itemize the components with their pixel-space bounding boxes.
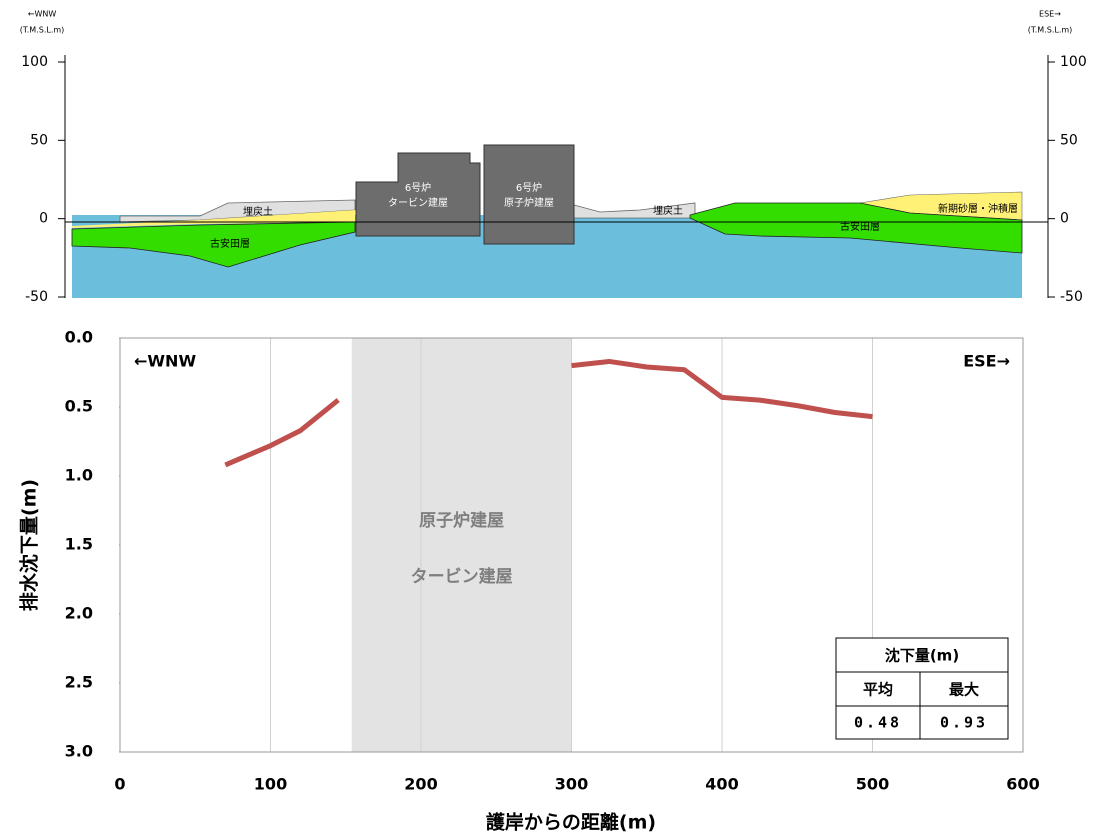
x-tick-label: 0 [114, 775, 125, 794]
line [224, 358, 873, 468]
y-axis-title: 排水沈下量(m) [18, 479, 41, 611]
x-tick-label: 500 [856, 775, 889, 794]
table-header: 平均 [863, 681, 893, 699]
y-tick-label: 2.5 [65, 673, 93, 692]
building-label: 6号炉 [516, 182, 542, 194]
y-tick-label: 0 [39, 211, 48, 227]
y-tick-label: 100 [21, 54, 48, 70]
table-frame [835, 637, 1009, 740]
reactor-building [483, 144, 575, 245]
y-tick-label: 100 [1060, 54, 1087, 70]
layer-label: 埋戻土 [653, 204, 683, 217]
table-cell: 0.48 [854, 714, 902, 732]
x-tick-label: 600 [1006, 775, 1039, 794]
sand-layer [72, 210, 355, 228]
x-tick-label: 200 [404, 775, 437, 794]
y-tick-label: 1.0 [65, 466, 93, 485]
y-tick-label: 0 [1060, 211, 1069, 227]
y-tick-label: 1.5 [65, 535, 93, 554]
region-label: 原子炉建屋 [419, 510, 504, 531]
unit-label: (T.M.S.L.m) [20, 26, 65, 35]
y-tick-label: 50 [30, 132, 48, 148]
y-tick-label: 2.0 [65, 604, 93, 623]
table-title: 沈下量(m) [885, 647, 959, 665]
unit-label: (T.M.S.L.m) [1028, 26, 1073, 35]
y-tick-label: 0.5 [65, 397, 93, 416]
y-tick-label: 50 [1060, 132, 1078, 148]
direction-label: ←WNW [134, 352, 196, 371]
layer-label: 埋戻土 [243, 205, 273, 218]
cross-section: 埋戻土 古安田層 6号炉 タービン建屋 6号炉 原子炉建屋 埋戻土 古安田層 新… [20, 10, 1073, 298]
layer-label: 古安田層 [840, 220, 880, 233]
direction-label: ←WNW [28, 10, 57, 19]
shaded-region [351, 338, 572, 752]
koyasuda-layer [71, 221, 356, 268]
region-label: タービン建屋 [411, 566, 513, 587]
direction-label: ESE→ [963, 352, 1010, 371]
building-label: 原子炉建屋 [504, 196, 554, 209]
y-tick-label: -50 [1060, 289, 1083, 305]
koyasuda-layer [689, 202, 1023, 254]
x-tick-label: 400 [705, 775, 738, 794]
x-tick-label: 100 [254, 775, 287, 794]
x-axis-title: 護岸からの距離(m) [486, 811, 656, 834]
x-tick-label: 300 [555, 775, 588, 794]
building-label: 6号炉 [405, 182, 431, 194]
summary-table: 沈下量(m) 平均 最大 0.48 0.93 [835, 637, 1009, 740]
y-tick-label: -50 [25, 289, 48, 305]
building-label: タービン建屋 [388, 196, 448, 209]
y-tick-label: 3.0 [65, 742, 93, 761]
direction-label: ESE→ [1039, 10, 1061, 19]
turbine-building [355, 152, 481, 237]
layer-label: 古安田層 [210, 237, 250, 250]
y-tick-label: 0.0 [65, 328, 93, 347]
table-header: 最大 [949, 681, 979, 699]
table-cell: 0.93 [940, 714, 988, 732]
layer-label: 新期砂層・沖積層 [938, 202, 1018, 215]
